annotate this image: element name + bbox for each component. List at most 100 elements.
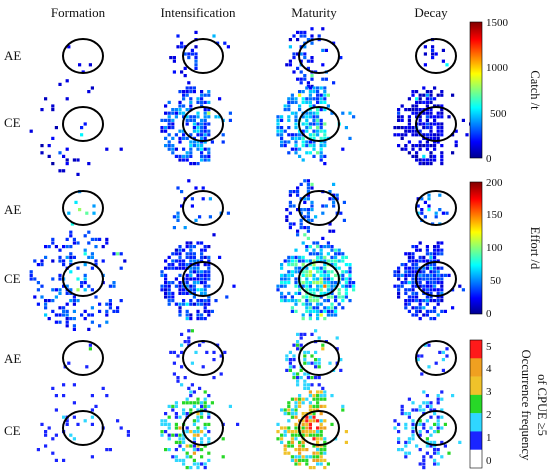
heatmap-cell	[429, 133, 433, 137]
heatmap-cell	[305, 277, 309, 281]
heatmap-cell	[397, 118, 401, 122]
heatmap-cell	[418, 273, 422, 277]
eddy-boundary-circle	[62, 410, 104, 446]
heatmap-cell	[76, 241, 80, 245]
heatmap-cell	[294, 144, 298, 148]
heatmap-cell	[440, 144, 444, 148]
heatmap-cell	[454, 144, 458, 148]
heatmap-cell	[427, 365, 431, 369]
heatmap-cell	[280, 140, 284, 144]
row-label-ce-occurrence: CE	[4, 423, 21, 438]
heatmap-cell	[280, 115, 284, 119]
heatmap-cell	[54, 288, 58, 292]
eddy-boundary-circle	[298, 410, 340, 446]
heatmap-cell	[83, 252, 87, 256]
heatmap-cell	[174, 302, 178, 306]
heatmap-cell	[296, 186, 300, 190]
heatmap-cell	[298, 394, 302, 398]
heatmap-cell	[298, 259, 302, 263]
heatmap-cell	[418, 255, 422, 259]
heatmap-cell	[85, 365, 89, 369]
heatmap-cell	[458, 440, 462, 444]
heatmap-cell	[70, 222, 74, 226]
heatmap-cell	[200, 154, 204, 158]
heatmap-cell	[314, 361, 318, 365]
heatmap-cell	[280, 118, 284, 122]
heatmap-cell	[208, 197, 212, 201]
heatmap-cell	[182, 93, 186, 97]
heatmap-cell	[58, 255, 62, 259]
heatmap-cell	[303, 52, 307, 56]
heatmap-cell	[194, 186, 198, 190]
heatmap-cell	[105, 448, 109, 452]
heatmap-cell	[276, 133, 280, 137]
heatmap-cell	[314, 329, 318, 333]
heatmap-cell	[411, 270, 415, 274]
heatmap-cell	[80, 281, 84, 285]
heatmap-cell	[298, 255, 302, 259]
heatmap-cell	[283, 104, 287, 108]
occurrence-tick-2: 2	[486, 409, 492, 421]
heatmap-cell	[306, 386, 310, 390]
heatmap-cell	[319, 412, 323, 416]
heatmap-cell	[316, 306, 320, 310]
heatmap-cell	[58, 277, 62, 281]
heatmap-cell	[411, 281, 415, 285]
heatmap-cell	[185, 245, 189, 249]
heatmap-cell	[180, 70, 184, 74]
heatmap-cell	[400, 281, 404, 285]
heatmap-cell	[418, 270, 422, 274]
heatmap-cell	[296, 190, 300, 194]
heatmap-cell	[319, 291, 323, 295]
heatmap-cell	[305, 295, 309, 299]
heatmap-cell	[287, 273, 291, 277]
heatmap-cell	[323, 255, 327, 259]
heatmap-cell	[292, 52, 296, 56]
heatmap-cell	[172, 56, 176, 60]
heatmap-cell	[303, 179, 307, 183]
heatmap-cell	[112, 309, 116, 313]
heatmap-cell	[160, 284, 164, 288]
heatmap-cell	[404, 291, 408, 295]
heatmap-cell	[207, 299, 211, 303]
heatmap-cell	[319, 451, 323, 455]
heatmap-cell	[323, 440, 327, 444]
heatmap-cell	[287, 126, 291, 130]
heatmap-cell	[105, 302, 109, 306]
heatmap-cell	[341, 111, 345, 115]
heatmap-cell	[69, 259, 73, 263]
heatmap-cell	[296, 340, 300, 344]
heatmap-cell	[319, 422, 323, 426]
heatmap-cell	[164, 412, 168, 416]
heatmap-cell	[319, 118, 323, 122]
heatmap-cell	[228, 404, 232, 408]
heatmap-cell	[65, 284, 69, 288]
heatmap-cell	[183, 74, 187, 78]
heatmap-cell	[62, 309, 66, 313]
heatmap-cell	[208, 215, 212, 219]
heatmap-cell	[187, 340, 191, 344]
heatmap-cell	[422, 466, 426, 470]
heatmap-cell	[316, 317, 320, 321]
heatmap-cell	[436, 430, 440, 434]
heatmap-cell	[189, 154, 193, 158]
heatmap-cell	[203, 136, 207, 140]
heatmap-cell	[189, 313, 193, 317]
heatmap-cell	[415, 284, 419, 288]
heatmap-cell	[294, 147, 298, 151]
heatmap-cell	[164, 277, 168, 281]
heatmap-cell	[301, 273, 305, 277]
heatmap-cell	[90, 86, 94, 90]
heatmap-cell	[203, 288, 207, 292]
heatmap-cell	[440, 151, 444, 155]
heatmap-cell	[407, 451, 411, 455]
heatmap-cell	[69, 234, 73, 238]
heatmap-cell	[294, 415, 298, 419]
heatmap-cell	[308, 144, 312, 148]
heatmap-cell	[305, 281, 309, 285]
heatmap-cell	[76, 288, 80, 292]
heatmap-cell	[299, 368, 303, 372]
heatmap-cell	[280, 440, 284, 444]
heatmap-cell	[174, 133, 178, 137]
heatmap-cell	[415, 313, 419, 317]
